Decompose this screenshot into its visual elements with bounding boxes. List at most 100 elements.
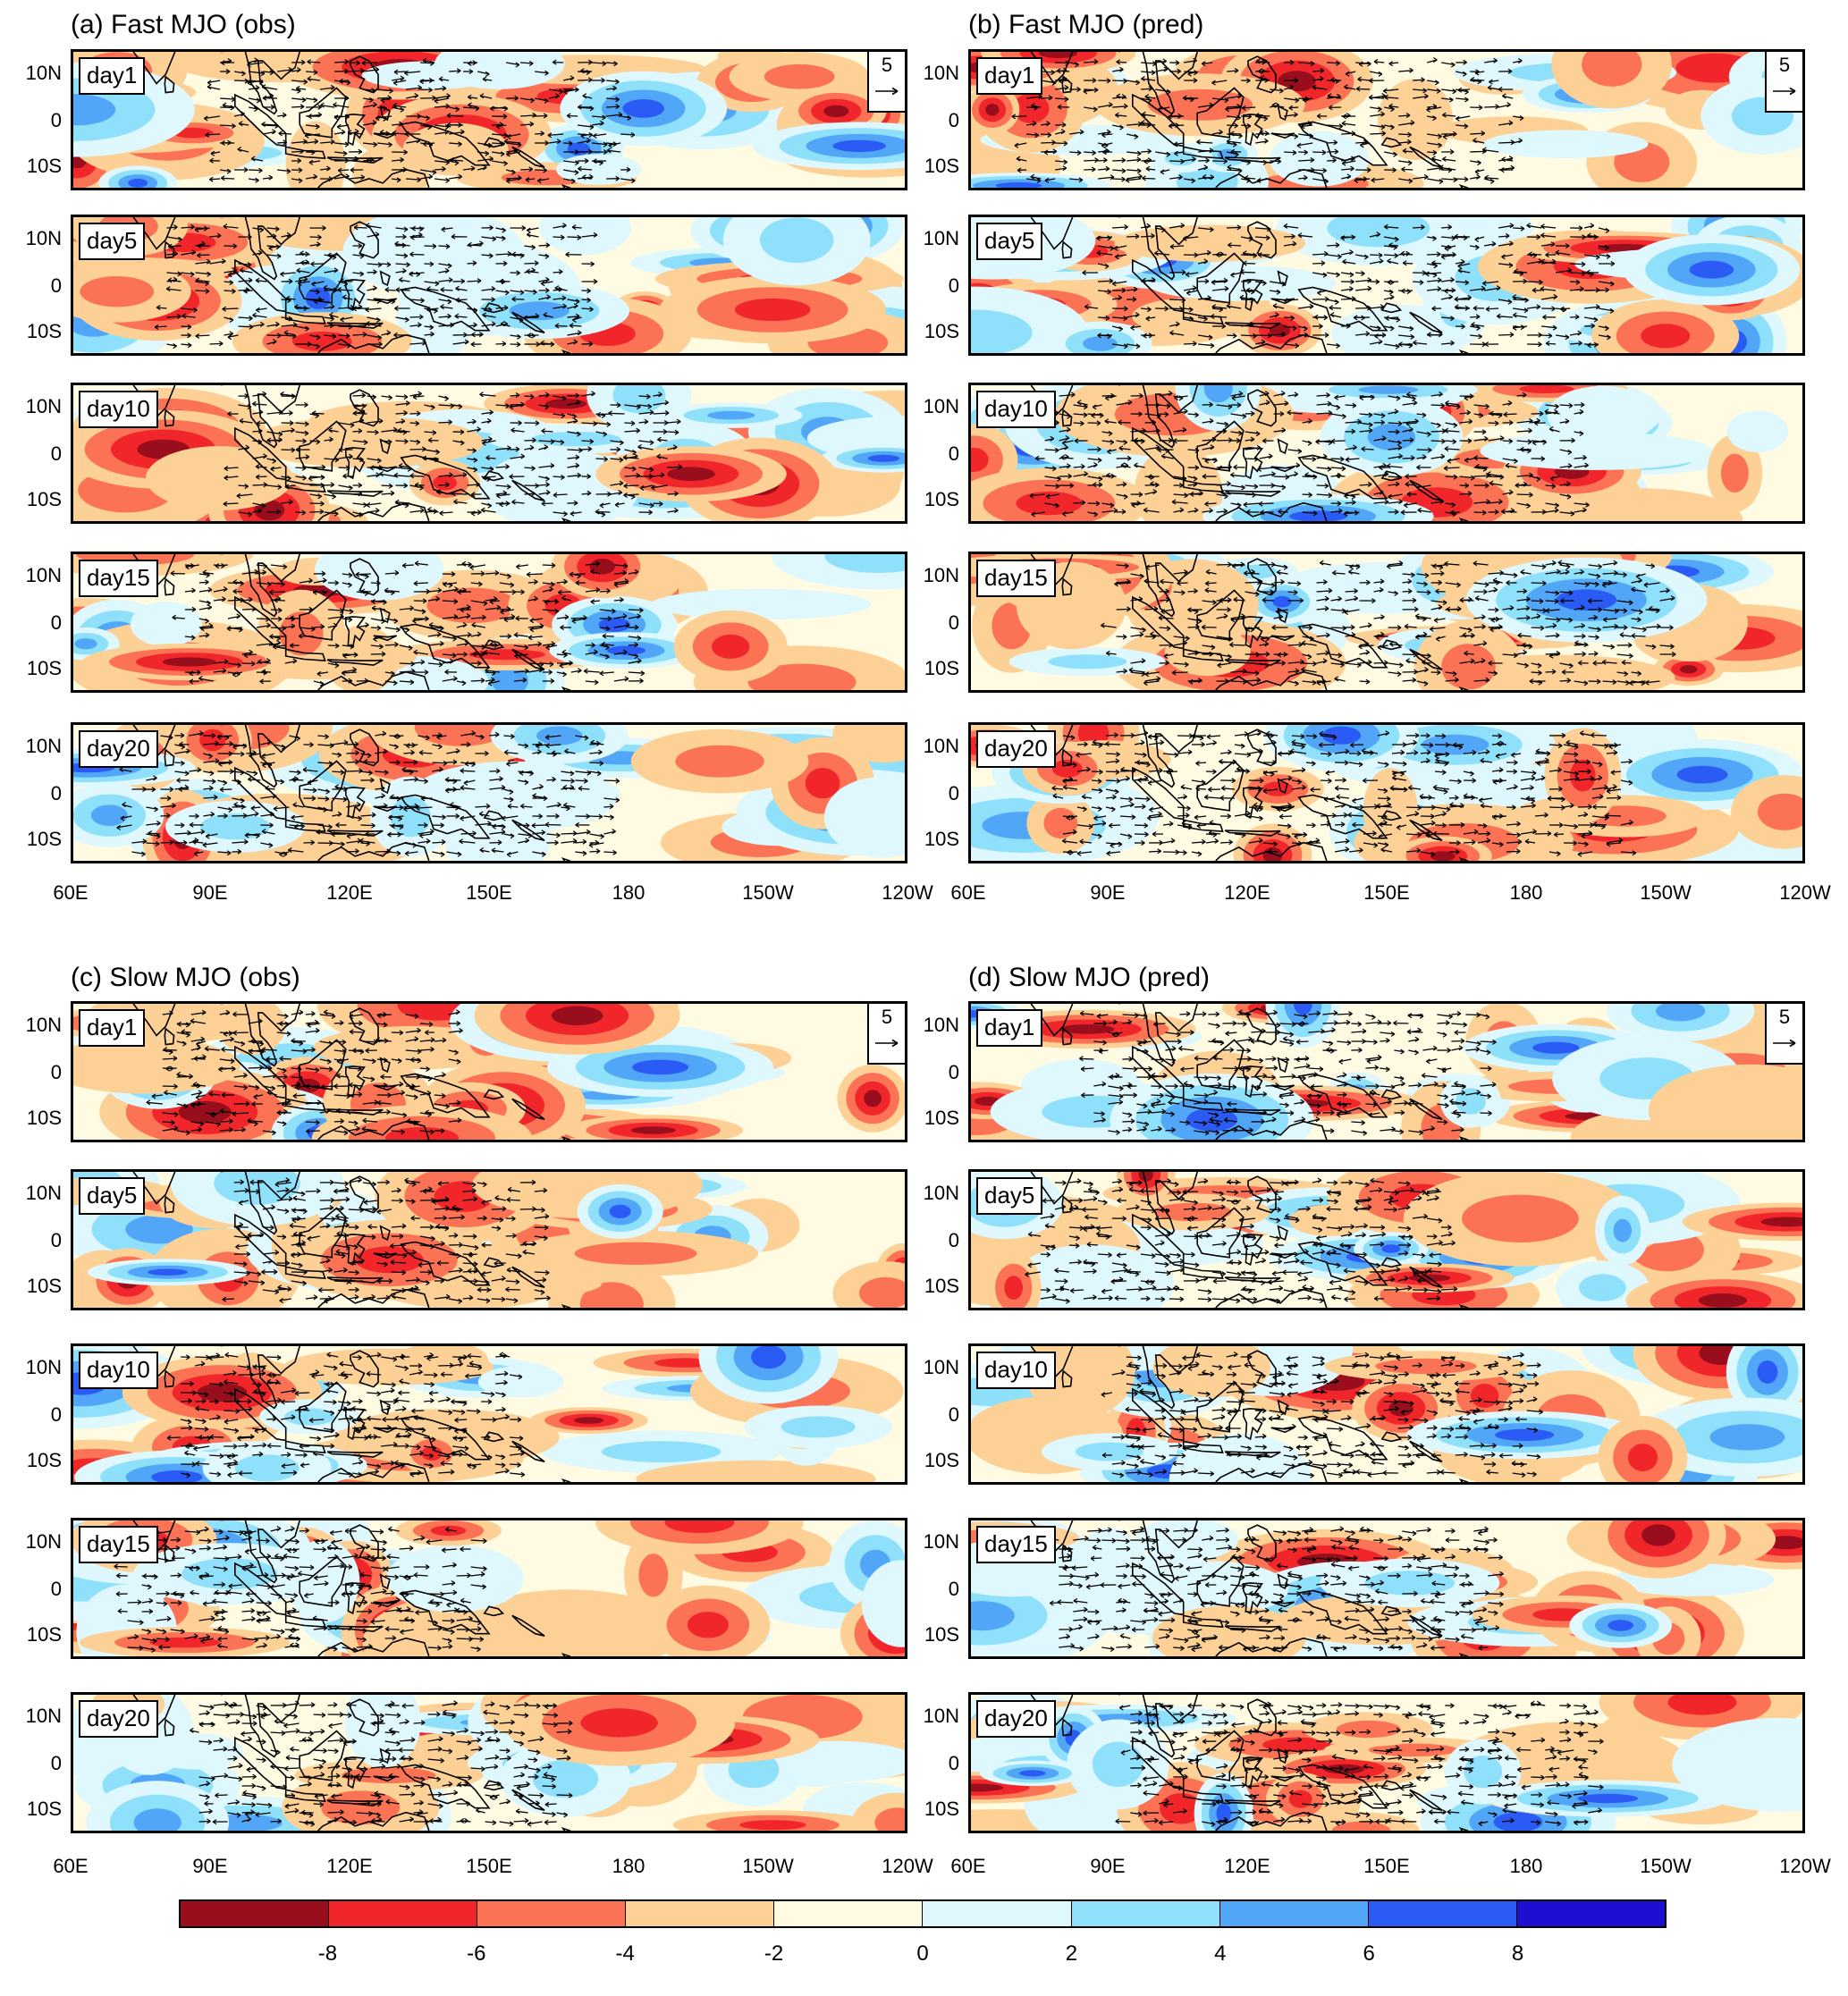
reference-arrow-icon (875, 87, 899, 96)
lon-label: 150E (1363, 1855, 1410, 1877)
wind-vectors (222, 1177, 551, 1304)
reference-vector-label: 5 (881, 54, 893, 76)
coastlines (1030, 385, 1469, 521)
lat-label: 0 (948, 1061, 959, 1083)
map-canvas (73, 1172, 905, 1308)
lon-label: 60E (950, 881, 986, 904)
colorbar-segment (1368, 1901, 1517, 1926)
lat-label: 10S (26, 1623, 62, 1646)
lon-label: 60E (950, 1855, 986, 1877)
map-panel-c-day10: day10 (71, 1343, 907, 1485)
reference-vector-box: 5 (867, 52, 905, 113)
day-label: day1 (79, 57, 146, 95)
lat-label: 0 (948, 611, 959, 634)
wind-vectors (1101, 560, 1676, 686)
lat-label: 10N (25, 735, 62, 757)
colorbar-tick-label: -6 (467, 1941, 486, 1966)
colorbar (179, 1899, 1667, 1928)
lat-label: 10S (26, 1798, 62, 1820)
lat-label: 0 (50, 1752, 62, 1774)
map-canvas (971, 52, 1802, 188)
day-label: day5 (79, 223, 146, 260)
anomaly-field (73, 1004, 905, 1140)
wind-vectors (1029, 390, 1590, 518)
lat-label: 10N (923, 735, 959, 757)
map-panel-a-day5: day5 (71, 215, 907, 356)
lat-label: 10S (26, 657, 62, 679)
lon-label: 120E (326, 881, 373, 904)
map-canvas (73, 385, 905, 521)
reference-vector-box: 5 (867, 1004, 905, 1065)
lat-label: 10N (25, 564, 62, 586)
lon-label: 120W (1779, 1855, 1831, 1877)
wind-vectors (203, 57, 636, 184)
lat-label: 0 (948, 109, 959, 131)
lat-label: 0 (50, 1578, 62, 1600)
colorbar-segment (1219, 1901, 1369, 1926)
lat-label: 0 (50, 274, 62, 297)
lat-label: 0 (50, 442, 62, 465)
wind-vectors (190, 1700, 573, 1827)
panel-title-a: (a) Fast MJO (obs) (71, 10, 296, 39)
lon-label: 150W (742, 881, 794, 904)
day-label: day20 (79, 1700, 158, 1738)
lat-label: 10S (924, 1275, 959, 1297)
lat-label: 10S (26, 1275, 62, 1297)
colorbar-segment (181, 1901, 330, 1926)
reference-arrow-icon (875, 1039, 899, 1048)
anomaly-field (971, 385, 1789, 521)
map-canvas (73, 725, 905, 861)
map-panel-b-day10: day10 (968, 383, 1805, 524)
lat-label: 10N (25, 1182, 62, 1204)
reference-arrow-icon (1773, 1039, 1796, 1048)
day-label: day5 (976, 223, 1043, 260)
map-panel-c-day1: day1 5 (71, 1001, 907, 1142)
wind-vectors (116, 730, 620, 858)
day-label: day1 (79, 1009, 146, 1047)
map-panel-b-day1: day1 5 (968, 49, 1805, 190)
lon-label: 90E (192, 1855, 228, 1877)
map-panel-d-day20: day20 (968, 1692, 1805, 1833)
colorbar-tick-label: 2 (1065, 1941, 1078, 1966)
wind-vectors (170, 560, 646, 686)
wind-vectors (223, 391, 683, 518)
coastlines (132, 554, 571, 690)
lon-label: 150W (1640, 1855, 1692, 1877)
lat-label: 10S (26, 828, 62, 850)
map-canvas (971, 1346, 1802, 1482)
panel-title-c: (c) Slow MJO (obs) (71, 963, 300, 992)
anomaly-field (971, 52, 1802, 188)
colorbar-segment (1516, 1901, 1665, 1926)
anomaly-field (73, 52, 905, 188)
map-canvas (971, 1695, 1802, 1831)
lat-label: 10N (923, 1705, 959, 1727)
map-panel-c-day15: day15 (71, 1518, 907, 1659)
lon-label: 180 (1509, 1855, 1543, 1877)
map-panel-a-day15: day15 (71, 552, 907, 693)
panel-title-b: (b) Fast MJO (pred) (968, 10, 1204, 39)
day-label: day20 (976, 730, 1056, 768)
anomaly-field (73, 1520, 905, 1656)
lat-label: 10N (25, 227, 62, 249)
reference-vector-label: 5 (1778, 54, 1791, 76)
lon-label: 120E (326, 1855, 373, 1877)
anomaly-field (73, 385, 905, 521)
map-panel-a-day1: day1 5 (71, 49, 907, 190)
lat-label: 0 (948, 1229, 959, 1251)
lat-label: 10S (26, 1449, 62, 1471)
colorbar-segment (774, 1901, 924, 1926)
colorbar-tick-label: 8 (1511, 1941, 1524, 1966)
map-panel-b-day5: day5 (968, 215, 1805, 356)
anomaly-field (73, 1172, 905, 1308)
lon-label: 60E (53, 881, 89, 904)
wind-vectors (1051, 729, 1637, 857)
lat-label: 10S (26, 1107, 62, 1129)
lat-label: 10N (923, 1182, 959, 1204)
lon-label: 150E (1363, 881, 1410, 904)
lat-label: 0 (50, 611, 62, 634)
lat-label: 10N (25, 62, 62, 84)
colorbar-tick-label: -8 (317, 1941, 338, 1966)
map-panel-d-day5: day5 (968, 1169, 1805, 1310)
reference-vector-label: 5 (881, 1006, 893, 1028)
anomaly-field (971, 1172, 1802, 1308)
